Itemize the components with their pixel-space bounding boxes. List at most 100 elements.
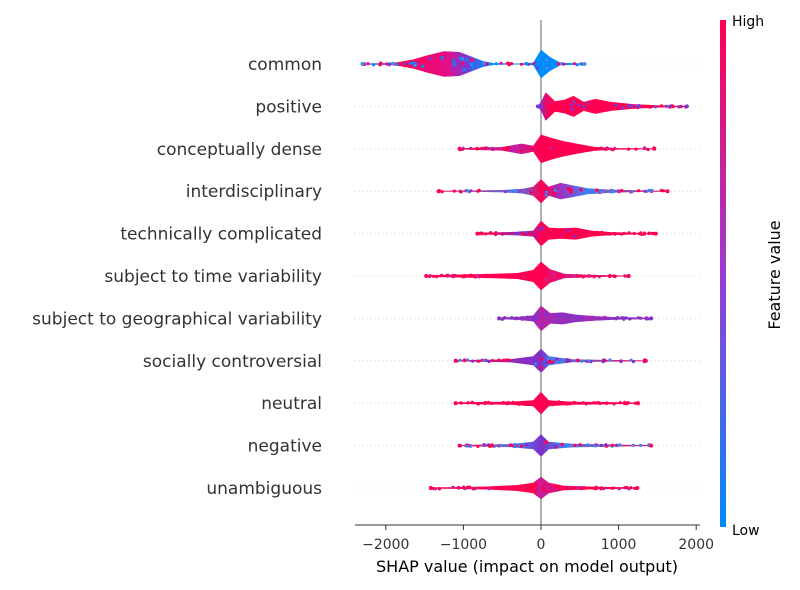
sample-point <box>548 143 552 147</box>
violin-points <box>428 482 640 493</box>
sample-point <box>614 443 619 447</box>
sample-point <box>508 443 512 447</box>
violin-layer <box>360 49 689 500</box>
sample-point <box>603 316 607 320</box>
extreme-point <box>635 486 640 490</box>
sample-point <box>623 400 627 404</box>
sample-point <box>487 359 491 364</box>
sample-point <box>594 102 598 106</box>
violin-shape <box>426 261 629 291</box>
sample-point <box>440 273 444 277</box>
feature-label: technically complicated <box>120 225 322 245</box>
sample-point <box>402 62 407 66</box>
sample-point <box>484 232 488 236</box>
sample-point <box>581 275 586 279</box>
violin-points <box>436 186 670 197</box>
feature-label: subject to time variability <box>104 267 322 287</box>
sample-point <box>584 402 588 406</box>
extreme-point <box>497 316 502 321</box>
sample-point <box>568 358 572 362</box>
sample-point <box>616 316 620 320</box>
sample-point <box>413 63 417 68</box>
sample-point <box>605 401 609 405</box>
sample-point <box>554 146 558 150</box>
sample-point <box>539 323 544 327</box>
sample-point <box>569 103 573 107</box>
sample-point <box>630 190 634 194</box>
sample-point <box>627 231 631 235</box>
sample-point <box>499 443 503 447</box>
sample-point <box>608 232 612 236</box>
sample-point <box>476 189 480 193</box>
sample-point <box>544 187 548 192</box>
sample-point <box>437 487 442 491</box>
sample-point <box>451 273 455 277</box>
sample-point <box>534 484 538 488</box>
sample-point <box>597 316 601 320</box>
sample-point <box>461 61 465 65</box>
sample-point <box>593 443 597 447</box>
feature-label: socially controversial <box>143 352 322 372</box>
sample-point <box>629 486 633 490</box>
sample-point <box>463 274 467 278</box>
sample-point <box>660 189 664 193</box>
sample-point <box>507 487 511 491</box>
sample-point <box>511 400 515 404</box>
sample-point <box>566 235 570 239</box>
sample-point <box>627 104 632 109</box>
sample-point <box>576 317 581 321</box>
sample-point <box>542 402 546 406</box>
sample-point <box>601 101 606 105</box>
sample-point <box>593 401 597 405</box>
sample-point <box>646 147 650 152</box>
sample-point <box>537 359 541 363</box>
sample-point <box>528 359 533 363</box>
sample-point <box>622 231 626 235</box>
feature-label: positive <box>255 97 322 117</box>
sample-point <box>451 485 455 489</box>
sample-point <box>594 317 598 321</box>
sample-point <box>638 316 643 320</box>
sample-point <box>578 443 582 447</box>
sample-point <box>600 230 604 234</box>
sample-point <box>629 358 633 362</box>
sample-point <box>494 231 498 235</box>
sample-point <box>553 186 558 190</box>
sample-point <box>461 146 465 150</box>
sample-point <box>644 105 648 109</box>
sample-point <box>624 316 628 320</box>
sample-point <box>502 275 506 279</box>
sample-point <box>634 147 638 151</box>
sample-point <box>587 233 592 237</box>
violin-shape <box>430 476 638 500</box>
sample-point <box>366 62 370 66</box>
sample-point <box>566 187 570 191</box>
sample-point <box>468 444 473 448</box>
sample-point <box>608 273 612 278</box>
sample-point <box>490 443 494 447</box>
sample-point <box>524 402 528 406</box>
sample-point <box>610 188 614 193</box>
sample-point <box>602 107 606 111</box>
sample-point <box>385 62 389 66</box>
sample-point <box>486 146 491 151</box>
sample-point <box>612 402 616 406</box>
sample-point <box>650 188 654 192</box>
feature-label: unambiguous <box>206 479 322 499</box>
sample-point <box>470 400 474 404</box>
sample-point <box>605 102 609 106</box>
sample-point <box>573 234 577 238</box>
feature-label: common <box>248 55 322 75</box>
sample-point <box>550 360 554 364</box>
sample-point <box>459 190 463 194</box>
sample-point <box>577 103 581 107</box>
violin-points <box>453 397 640 408</box>
sample-point <box>648 105 652 109</box>
sample-point <box>637 189 641 193</box>
sample-point <box>623 103 627 107</box>
sample-point <box>611 486 615 490</box>
sample-point <box>452 65 456 69</box>
sample-point <box>552 319 556 323</box>
